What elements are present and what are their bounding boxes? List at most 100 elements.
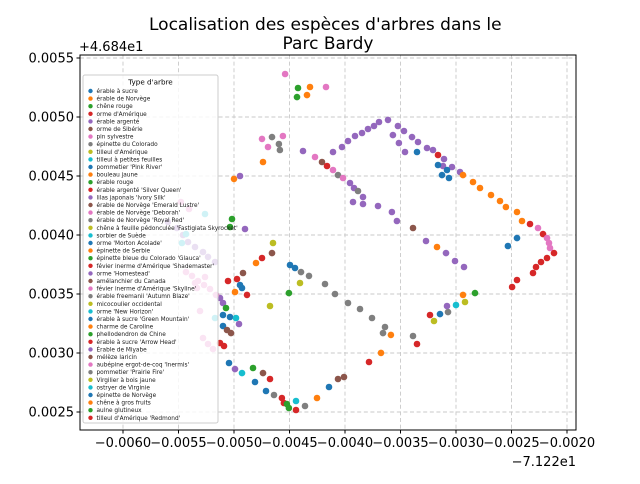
legend-marker-icon	[88, 271, 93, 276]
scatter-point	[270, 391, 278, 399]
scatter-point	[241, 225, 249, 233]
legend-item-label: érable à sucre 'Arrow Head'	[97, 339, 178, 346]
legend-marker-icon	[88, 286, 93, 291]
scatter-point	[508, 283, 516, 291]
legend-item-label: chêne à gros fruits	[97, 400, 151, 407]
legend-item-label: pommetier 'Prairie Fire'	[97, 370, 165, 376]
legend-marker-icon	[88, 164, 93, 170]
scatter-point	[303, 91, 311, 99]
scatter-point	[329, 148, 337, 156]
legend-marker-icon	[88, 332, 93, 337]
scatter-point	[238, 369, 246, 377]
legend-item-label: ostryer de Virginie	[97, 385, 151, 391]
legend-item-label: Érable de Miyabe	[97, 345, 148, 353]
data-points	[164, 70, 558, 414]
scatter-point	[502, 203, 510, 211]
legend-item-label: érable de Norvège 'Emerald Lustre'	[97, 202, 200, 209]
legend-marker-icon	[88, 119, 93, 124]
legend-item-label: érable de Norvège 'Deborah'	[97, 210, 181, 217]
y-tick-label: 0.0045	[29, 169, 75, 184]
scatter-point	[387, 331, 395, 339]
scatter-point	[374, 202, 382, 210]
legend-item-label: épinette du Colorado	[97, 141, 159, 148]
legend-marker-icon	[88, 126, 93, 132]
scatter-point	[426, 311, 434, 319]
scatter-point	[232, 314, 240, 322]
scatter-point	[445, 174, 453, 182]
scatter-point	[299, 147, 307, 155]
legend-item-label: bouleau jaune	[97, 173, 139, 179]
legend-item-label: micocoulier occidental	[97, 302, 163, 308]
scatter-point	[258, 254, 266, 262]
scatter-point	[379, 329, 387, 337]
scatter-point	[219, 311, 227, 319]
scatter-point	[258, 135, 266, 143]
scatter-point	[224, 277, 232, 285]
y-axis-offset-label: +4.684e1	[79, 40, 143, 55]
legend-marker-icon	[88, 316, 93, 322]
scatter-point	[550, 249, 558, 257]
legend-marker-icon	[88, 218, 93, 223]
scatter-point	[276, 146, 284, 154]
scatter-point	[436, 310, 444, 318]
scatter-point	[434, 151, 442, 159]
scatter-point	[311, 153, 319, 161]
scatter-point	[322, 83, 330, 91]
scatter-point	[318, 158, 326, 166]
scatter-point	[293, 93, 301, 101]
x-tick-label: −0.0060	[95, 436, 151, 451]
scatter-point	[443, 302, 451, 310]
legend-item-label: orme de Sibérie	[97, 126, 144, 133]
scatter-point	[321, 280, 329, 288]
legend-marker-icon	[88, 149, 93, 154]
scatter-point	[487, 191, 495, 199]
scatter-point	[526, 220, 534, 228]
scatter-point	[235, 320, 243, 328]
scatter-point	[518, 217, 526, 225]
scatter-point	[291, 264, 299, 272]
scatter-point	[377, 349, 385, 357]
legend-marker-icon	[88, 324, 93, 329]
scatter-point	[471, 289, 479, 297]
scatter-point	[222, 304, 230, 312]
legend-marker-icon	[88, 248, 93, 253]
scatter-point	[545, 239, 553, 247]
scatter-point	[323, 162, 331, 170]
scatter-point	[334, 171, 342, 179]
scatter-point	[364, 125, 372, 133]
scatter-point	[381, 323, 389, 331]
x-axis-offset-label: −7.122e1	[512, 455, 576, 470]
scatter-point	[534, 224, 542, 232]
scatter-point	[226, 223, 234, 231]
scatter-point	[219, 299, 227, 307]
legend-item-label: lilas japonais 'Ivory Silk'	[97, 195, 167, 201]
legend-marker-icon	[88, 88, 93, 94]
scatter-point	[422, 237, 430, 245]
scatter-point	[461, 298, 469, 306]
scatter-point	[259, 369, 267, 377]
scatter-point	[395, 139, 403, 147]
scatter-point	[227, 329, 235, 337]
y-tick-label: 0.0035	[29, 288, 75, 303]
legend-marker-icon	[88, 347, 93, 352]
legend-marker-icon	[88, 157, 93, 162]
scatter-point	[359, 193, 367, 201]
scatter-point	[301, 402, 309, 410]
scatter-point	[476, 184, 484, 192]
scatter-point	[442, 249, 450, 257]
scatter-point	[413, 148, 421, 156]
scatter-point	[296, 279, 304, 287]
scatter-point	[268, 249, 276, 257]
scatter-point	[351, 132, 359, 140]
legend-marker-icon	[88, 339, 93, 344]
scatter-point	[305, 272, 313, 280]
legend-item-label: aubépine ergot-de-coq 'Inermis'	[97, 362, 190, 369]
scatter-point	[409, 332, 417, 340]
scatter-point	[275, 140, 283, 148]
scatter-point	[230, 175, 238, 183]
scatter-point	[389, 131, 397, 139]
y-tick-label: 0.0040	[29, 229, 75, 244]
scatter-point	[370, 122, 378, 130]
